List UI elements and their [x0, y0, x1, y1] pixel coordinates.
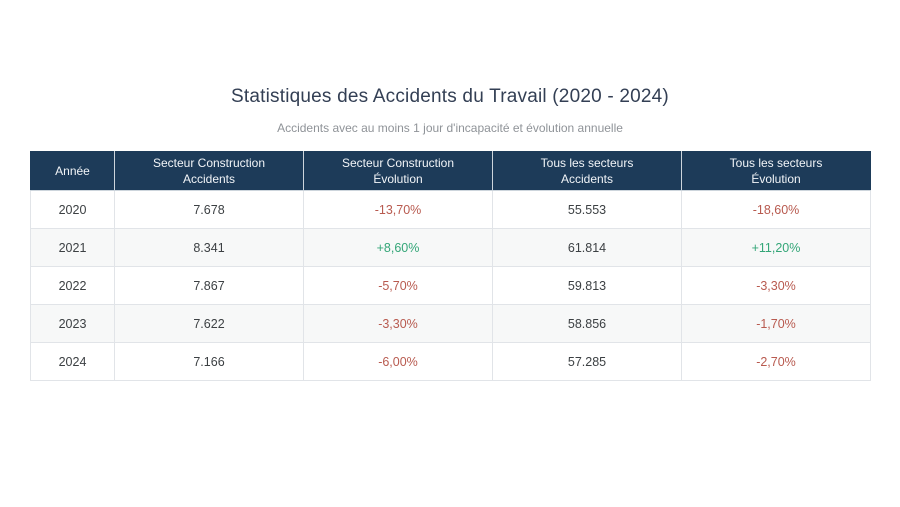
page-title: Statistiques des Accidents du Travail (2… [231, 86, 669, 107]
construction-accidents-cell: 7.678 [114, 190, 304, 229]
construction-accidents-cell: 7.166 [114, 342, 304, 381]
table-body: 2020 7.678 -13,70% 55.553 -18,60% 2021 8.341 +8… [30, 190, 871, 381]
table-row: 2022 7.867 -5,70% 59.813 -3,30% [30, 266, 871, 305]
column-header-all-sectors-accidents: Tous les secteurs Accidents [492, 151, 682, 191]
construction-evolution-cell: -5,70% [303, 266, 493, 305]
all-sectors-evolution-cell: -2,70% [681, 342, 871, 381]
table-header-row: Année Secteur Construction Accidents Sec… [30, 151, 871, 191]
column-header-construction-evolution: Secteur Construction Évolution [303, 151, 493, 191]
table-header: Année Secteur Construction Accidents Sec… [30, 151, 871, 191]
year-cell: 2023 [30, 304, 115, 343]
year-cell: 2021 [30, 228, 115, 267]
all-sectors-evolution-cell: -1,70% [681, 304, 871, 343]
construction-evolution-cell: -6,00% [303, 342, 493, 381]
all-sectors-accidents-cell: 58.856 [492, 304, 682, 343]
table-row: 2020 7.678 -13,70% 55.553 -18,60% [30, 190, 871, 229]
construction-accidents-cell: 7.622 [114, 304, 304, 343]
construction-evolution-cell: +8,60% [303, 228, 493, 267]
column-header-all-sectors-evolution: Tous les secteurs Évolution [681, 151, 871, 191]
all-sectors-evolution-cell: +11,20% [681, 228, 871, 267]
table-row: 2023 7.622 -3,30% 58.856 -1,70% [30, 304, 871, 343]
all-sectors-evolution-cell: -18,60% [681, 190, 871, 229]
year-cell: 2020 [30, 190, 115, 229]
construction-accidents-cell: 7.867 [114, 266, 304, 305]
table-row: 2021 8.341 +8,60% 61.814 +11,20% [30, 228, 871, 267]
construction-evolution-cell: -3,30% [303, 304, 493, 343]
all-sectors-evolution-cell: -3,30% [681, 266, 871, 305]
construction-accidents-cell: 8.341 [114, 228, 304, 267]
table-row: 2024 7.166 -6,00% 57.285 -2,70% [30, 342, 871, 381]
construction-evolution-cell: -13,70% [303, 190, 493, 229]
column-header-year: Année [30, 151, 115, 191]
page-subtitle: Accidents avec au moins 1 jour d'incapac… [277, 121, 623, 135]
column-header-construction-accidents: Secteur Construction Accidents [114, 151, 304, 191]
year-cell: 2024 [30, 342, 115, 381]
accidents-statistics-table: Année Secteur Construction Accidents Sec… [30, 151, 871, 381]
all-sectors-accidents-cell: 55.553 [492, 190, 682, 229]
all-sectors-accidents-cell: 61.814 [492, 228, 682, 267]
all-sectors-accidents-cell: 57.285 [492, 342, 682, 381]
all-sectors-accidents-cell: 59.813 [492, 266, 682, 305]
year-cell: 2022 [30, 266, 115, 305]
